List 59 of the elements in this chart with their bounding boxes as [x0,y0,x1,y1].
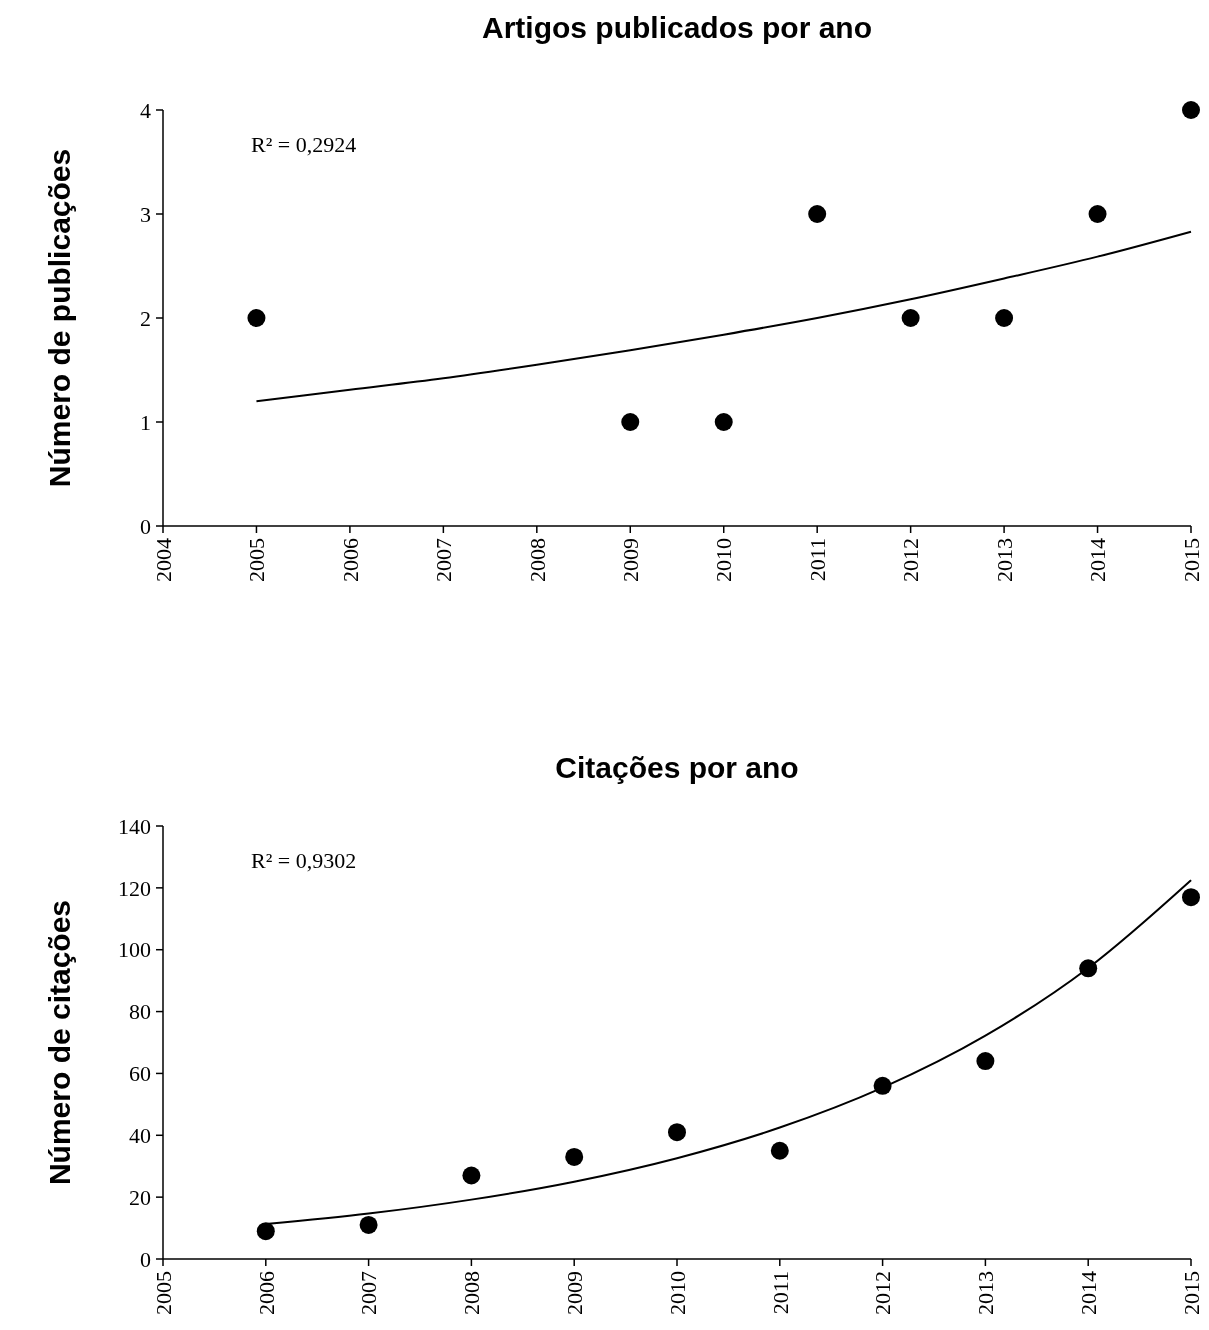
y-tick-label: 40 [129,1122,151,1148]
point [565,1147,584,1166]
point [995,309,1014,327]
y-tick-label: 80 [129,999,151,1025]
point [714,413,733,431]
annotation: R² = 0,9302 [251,848,357,873]
x-tick-label: 2008 [459,1271,485,1315]
point [256,1222,275,1241]
point [247,309,266,327]
y-tick-label: 60 [129,1061,151,1087]
x-tick-label: 2008 [524,538,550,582]
point [621,413,640,431]
x-tick-label: 2013 [991,538,1017,582]
point [359,1215,378,1234]
point [668,1123,686,1142]
point [1182,888,1200,907]
x-tick-label: 2010 [711,538,737,582]
point [462,1166,481,1185]
y-tick-label: 4 [140,97,151,123]
point [1088,205,1107,223]
point [901,309,920,327]
chart-title: Citações por ano [555,751,799,784]
y-tick-label: 120 [118,875,151,901]
x-tick-label: 2012 [898,538,924,582]
x-tick-label: 2015 [1178,538,1204,582]
y-tick-label: 0 [140,1246,151,1272]
y-tick-label: 3 [140,201,151,227]
y-axis-title: Número de publicações [43,148,76,488]
x-tick-label: 2010 [664,1271,690,1315]
x-tick-label: 2011 [804,538,830,582]
x-tick-label: 2009 [617,538,643,582]
point [976,1052,995,1071]
x-tick-label: 2011 [767,1271,793,1315]
y-axis-title: Número de citações [43,899,76,1186]
x-tick-label: 2013 [973,1271,999,1315]
point [1182,101,1200,119]
x-tick-label: 2007 [356,1271,382,1315]
point [770,1141,789,1160]
y-tick-label: 140 [118,813,151,839]
y-tick-label: 1 [140,409,151,435]
x-tick-label: 2014 [1085,538,1111,582]
line-series [255,230,1192,403]
x-tick-label: 2006 [253,1271,279,1315]
x-tick-label: 2005 [244,538,270,582]
x-tick-label: 2014 [1075,1271,1101,1315]
x-tick-label: 2007 [431,538,457,582]
x-tick-label: 2006 [337,538,363,582]
chart-title: Artigos publicados por ano [481,11,873,44]
x-tick-label: 2005 [150,1271,176,1315]
x-tick-label: 2004 [150,538,176,582]
y-tick-label: 100 [118,937,151,963]
annotation: R² = 0,2924 [251,132,357,157]
x-tick-label: 2015 [1178,1271,1204,1315]
point [808,205,827,223]
y-tick-label: 2 [140,305,151,331]
y-tick-label: 20 [129,1184,151,1210]
x-tick-label: 2012 [870,1271,896,1315]
y-tick-label: 0 [140,513,151,539]
x-tick-label: 2009 [561,1271,587,1315]
